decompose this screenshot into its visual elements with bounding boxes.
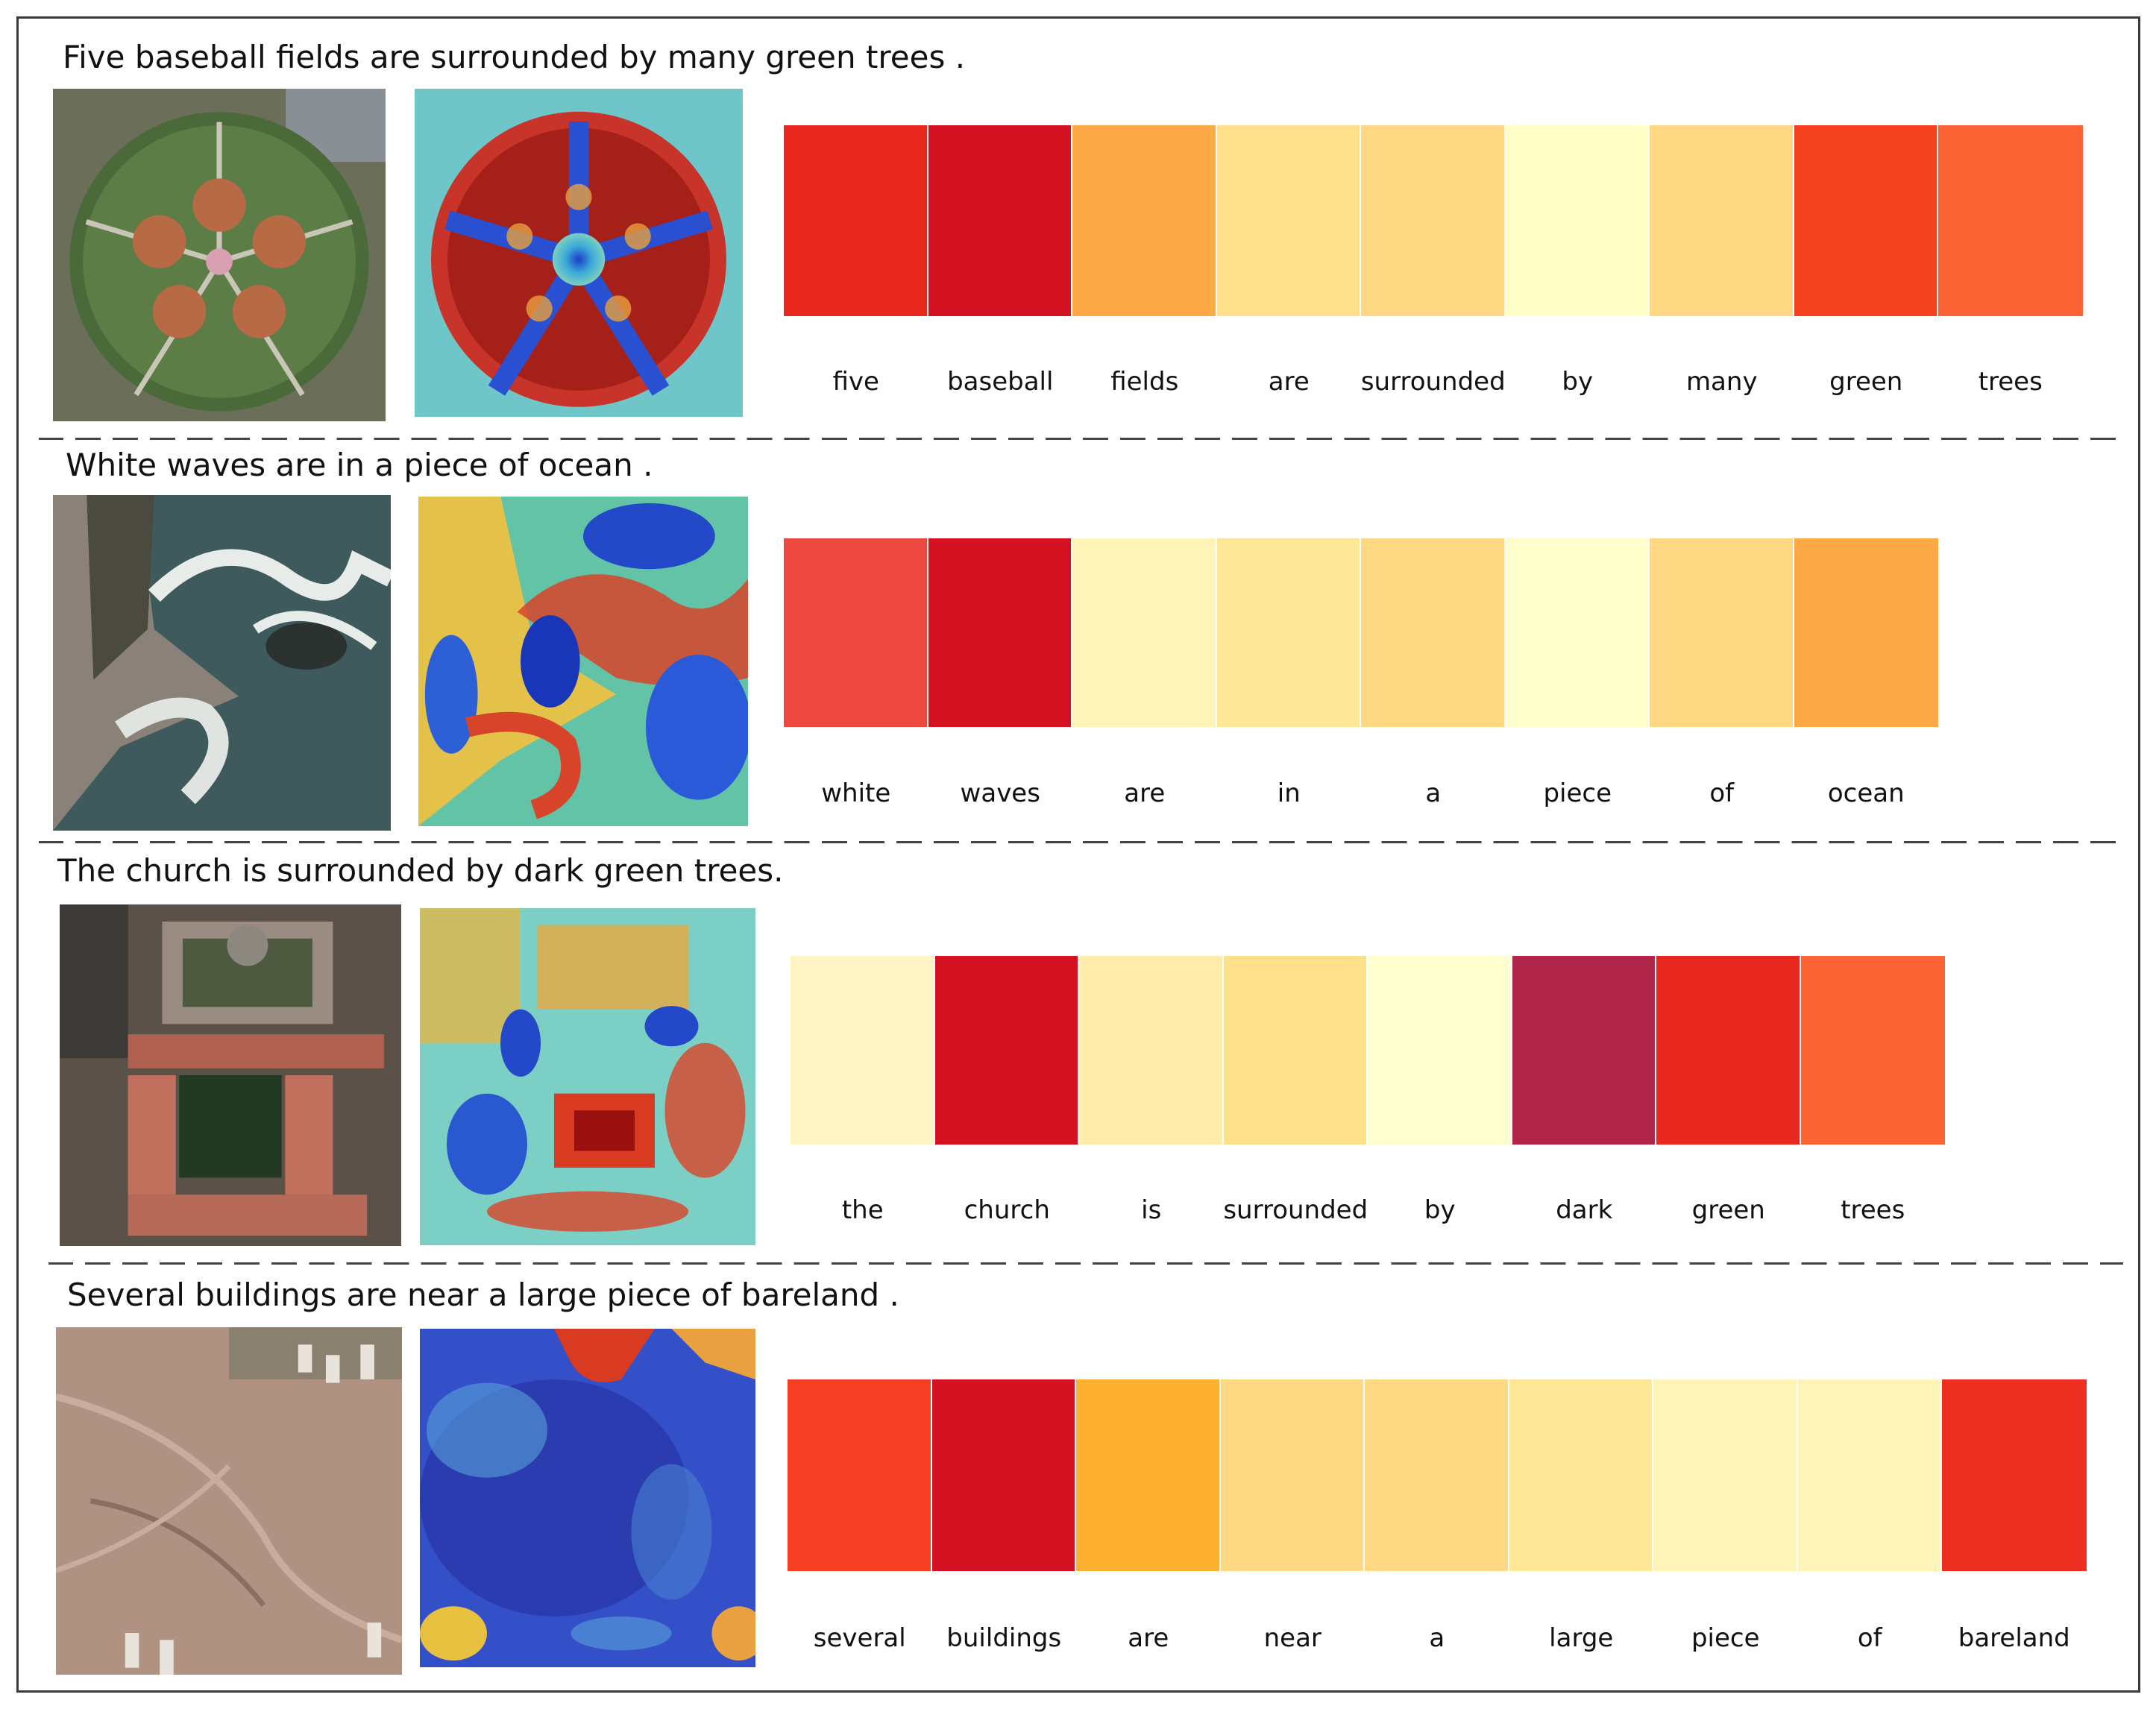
attention-cell xyxy=(934,956,1078,1145)
word-label: in xyxy=(1277,778,1301,808)
attention-cell xyxy=(1361,538,1504,727)
row-divider xyxy=(39,438,2123,440)
word-label: several xyxy=(813,1623,906,1653)
word-label: are xyxy=(1268,367,1310,397)
word-label: piece xyxy=(1543,778,1612,808)
row-divider xyxy=(39,841,2123,843)
attention-cell xyxy=(931,1379,1075,1571)
attention-cell xyxy=(1216,538,1360,727)
word-label: baseball xyxy=(947,367,1054,397)
attention-cell xyxy=(1079,956,1222,1145)
word-label: ocean xyxy=(1827,778,1905,808)
attention-cell xyxy=(1072,125,1216,316)
word-label: trees xyxy=(1978,367,2043,397)
word-label: buildings xyxy=(946,1623,1062,1653)
word-label: white xyxy=(821,778,891,808)
attention-cell xyxy=(1223,956,1366,1145)
row-4-caption: Several buildings are near a large piece… xyxy=(67,1277,899,1313)
attention-cell xyxy=(1512,956,1655,1145)
attention-cell xyxy=(1650,538,1793,727)
attention-cell xyxy=(1653,1379,1797,1571)
word-label: near xyxy=(1263,1623,1321,1653)
word-label: large xyxy=(1549,1623,1614,1653)
word-label: dark xyxy=(1556,1195,1613,1225)
attention-cell xyxy=(1509,1379,1652,1571)
aerial-church-icon xyxy=(60,904,401,1246)
attention-cell xyxy=(1220,1379,1363,1571)
word-label: fields xyxy=(1110,367,1179,397)
attention-cell xyxy=(1656,956,1800,1145)
attention-cell xyxy=(1794,538,1938,727)
attention-cell xyxy=(784,125,927,316)
attention-cell xyxy=(1938,125,2083,316)
word-label: waves xyxy=(960,778,1040,808)
word-label: trees xyxy=(1841,1195,1905,1225)
attention-heatmap-icon xyxy=(418,497,748,826)
attention-cell xyxy=(788,1379,931,1571)
attention-cell xyxy=(1365,1379,1508,1571)
aerial-bareland-icon xyxy=(56,1327,402,1675)
word-label: surrounded xyxy=(1360,367,1506,397)
word-label: bareland xyxy=(1958,1623,2070,1653)
row-1-caption: Five baseball fields are surrounded by m… xyxy=(63,39,966,75)
attention-cell xyxy=(1361,125,1504,316)
row-divider xyxy=(48,1262,2123,1265)
attention-cell xyxy=(1797,1379,1940,1571)
word-label: piece xyxy=(1691,1623,1760,1653)
word-label: five xyxy=(832,367,879,397)
word-label: of xyxy=(1857,1623,1882,1653)
word-label: is xyxy=(1141,1195,1162,1225)
word-label: are xyxy=(1128,1623,1169,1653)
attention-cell xyxy=(1072,538,1216,727)
attention-heatmap-icon xyxy=(420,1329,755,1667)
attention-cell xyxy=(928,538,1071,727)
attention-cell xyxy=(1794,125,1937,316)
attention-heatmap-icon xyxy=(415,89,743,417)
word-label: of xyxy=(1709,778,1735,808)
word-label: many xyxy=(1685,367,1758,397)
attention-cell xyxy=(928,125,1071,316)
attention-cell xyxy=(791,956,934,1145)
row-2-caption: White waves are in a piece of ocean . xyxy=(66,447,653,483)
word-label: a xyxy=(1429,1623,1445,1653)
attention-cell xyxy=(1505,538,1648,727)
attention-cell xyxy=(1505,125,1648,316)
word-label: church xyxy=(964,1195,1050,1225)
word-label: green xyxy=(1691,1195,1765,1225)
attention-cell xyxy=(784,538,927,727)
attention-cell xyxy=(1942,1379,2087,1571)
attention-cell xyxy=(1368,956,1511,1145)
word-label: green xyxy=(1829,367,1903,397)
attention-cell xyxy=(1216,125,1360,316)
word-label: by xyxy=(1424,1195,1456,1225)
word-label: a xyxy=(1425,778,1442,808)
figure-frame xyxy=(16,16,2140,1693)
word-label: are xyxy=(1124,778,1166,808)
aerial-ocean-waves-icon xyxy=(53,495,391,831)
attention-cell xyxy=(1800,956,1945,1145)
word-label: the xyxy=(841,1195,884,1225)
word-label: surrounded xyxy=(1223,1195,1368,1225)
attention-cell xyxy=(1076,1379,1219,1571)
aerial-baseball-fields-icon xyxy=(53,89,386,421)
row-3-caption: The church is surrounded by dark green t… xyxy=(57,852,784,889)
attention-cell xyxy=(1650,125,1793,316)
word-label: by xyxy=(1562,367,1594,397)
attention-heatmap-icon xyxy=(420,908,755,1245)
